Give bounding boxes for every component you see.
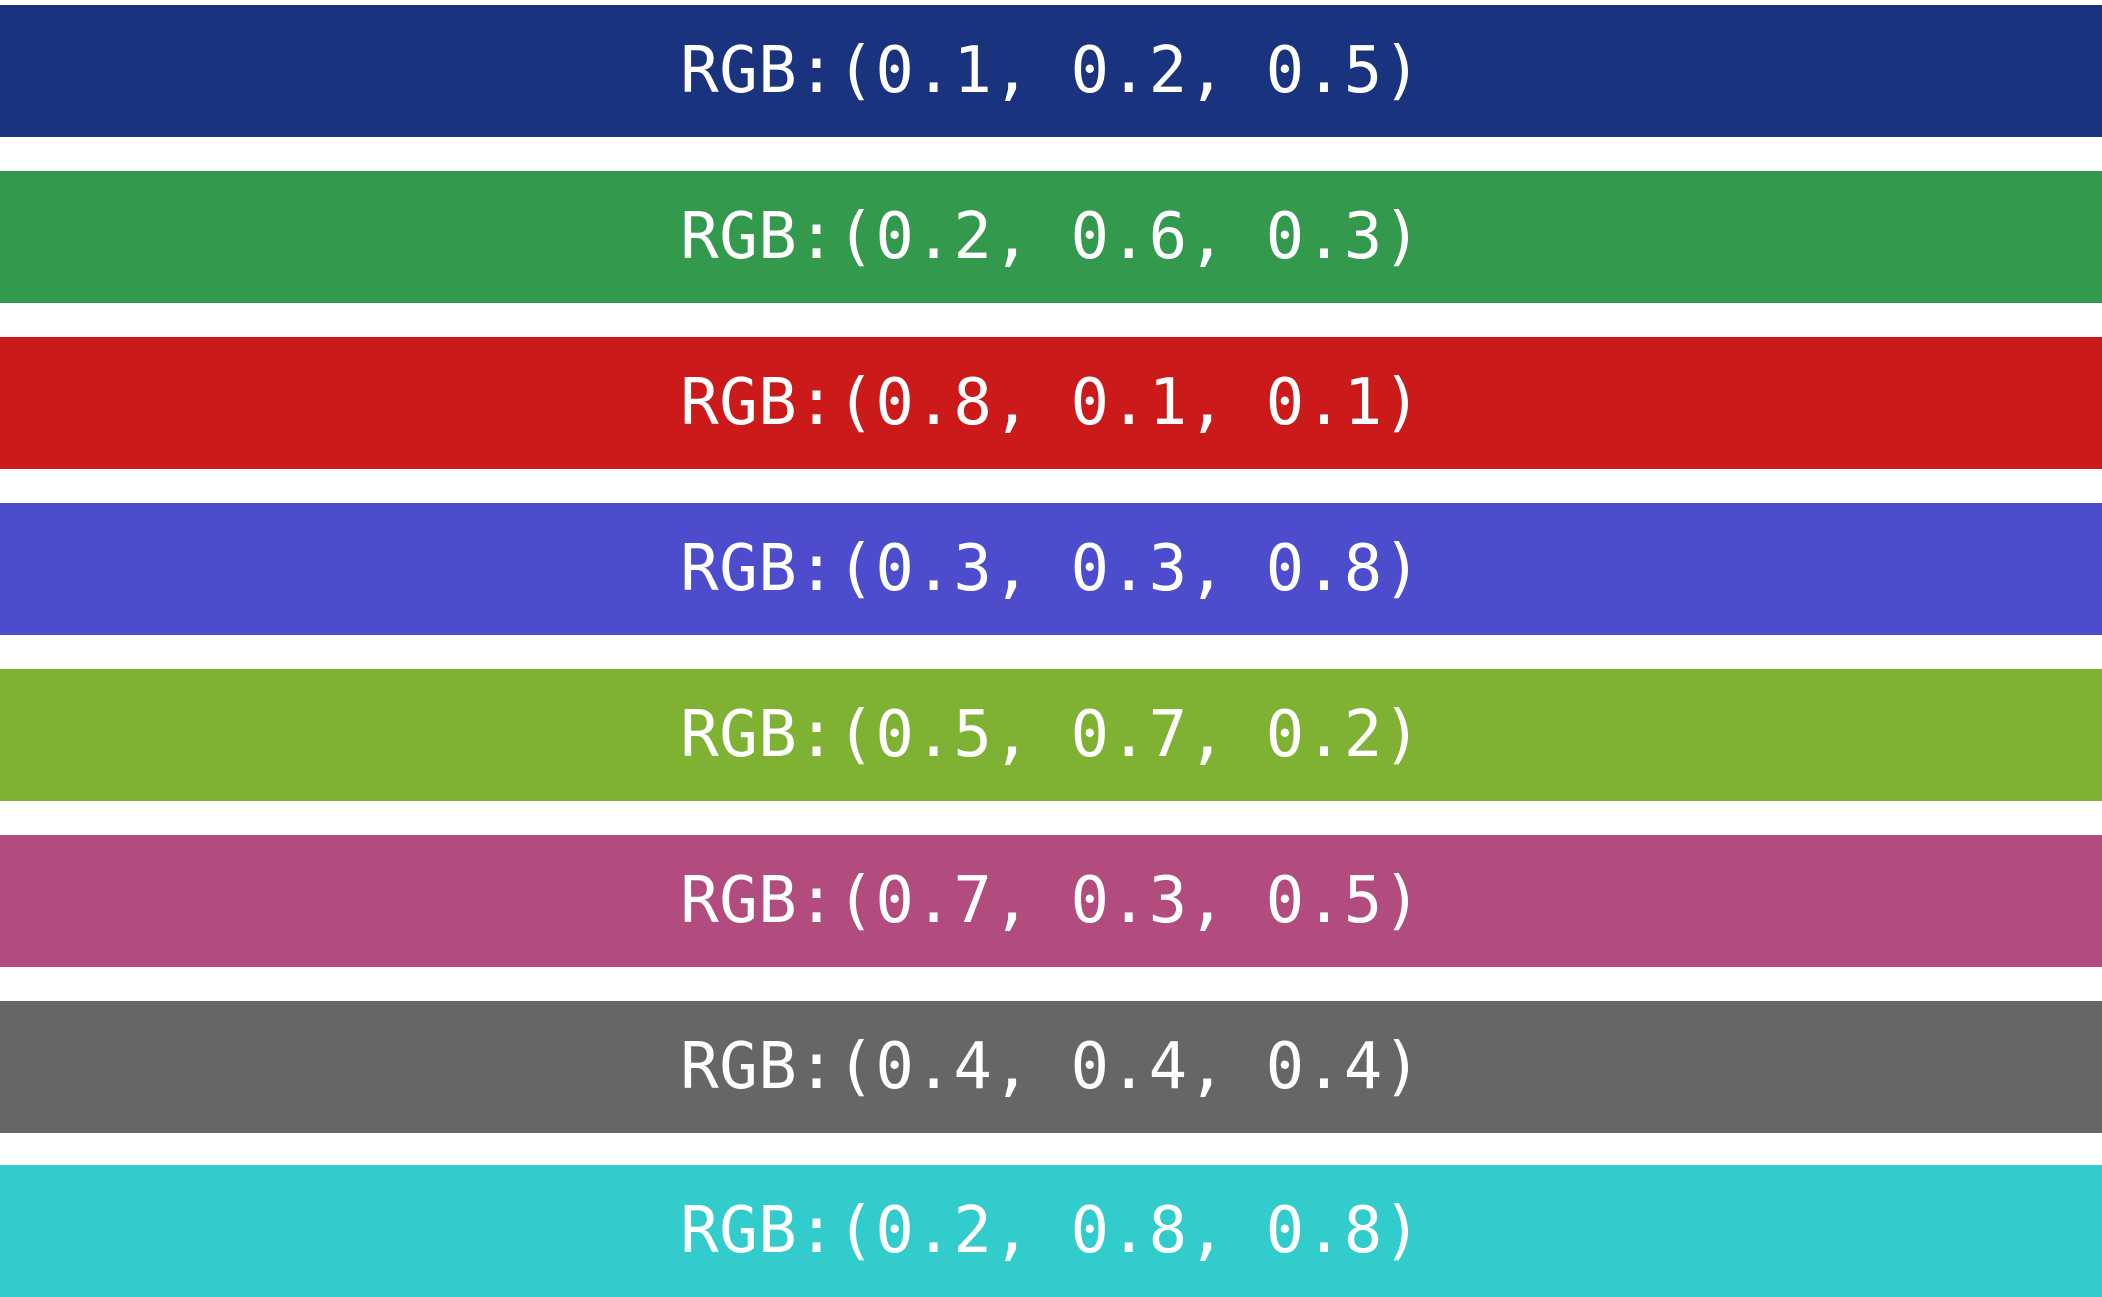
swatch-label: RGB:(0.4, 0.4, 0.4): [680, 1030, 1422, 1104]
swatch-label: RGB:(0.7, 0.3, 0.5): [680, 864, 1422, 938]
color-swatch: RGB:(0.2, 0.8, 0.8): [0, 1165, 2102, 1297]
swatch-label: RGB:(0.2, 0.8, 0.8): [680, 1194, 1422, 1268]
color-swatch: RGB:(0.7, 0.3, 0.5): [0, 835, 2102, 967]
swatch-label: RGB:(0.1, 0.2, 0.5): [680, 34, 1422, 108]
color-swatch: RGB:(0.8, 0.1, 0.1): [0, 337, 2102, 469]
color-swatch: RGB:(0.2, 0.6, 0.3): [0, 171, 2102, 303]
swatch-label: RGB:(0.5, 0.7, 0.2): [680, 698, 1422, 772]
swatch-label: RGB:(0.3, 0.3, 0.8): [680, 532, 1422, 606]
swatch-label: RGB:(0.2, 0.6, 0.3): [680, 200, 1422, 274]
color-swatch: RGB:(0.3, 0.3, 0.8): [0, 503, 2102, 635]
color-swatch: RGB:(0.5, 0.7, 0.2): [0, 669, 2102, 801]
color-swatch: RGB:(0.1, 0.2, 0.5): [0, 5, 2102, 137]
swatch-label: RGB:(0.8, 0.1, 0.1): [680, 366, 1422, 440]
color-swatch: RGB:(0.4, 0.4, 0.4): [0, 1001, 2102, 1133]
